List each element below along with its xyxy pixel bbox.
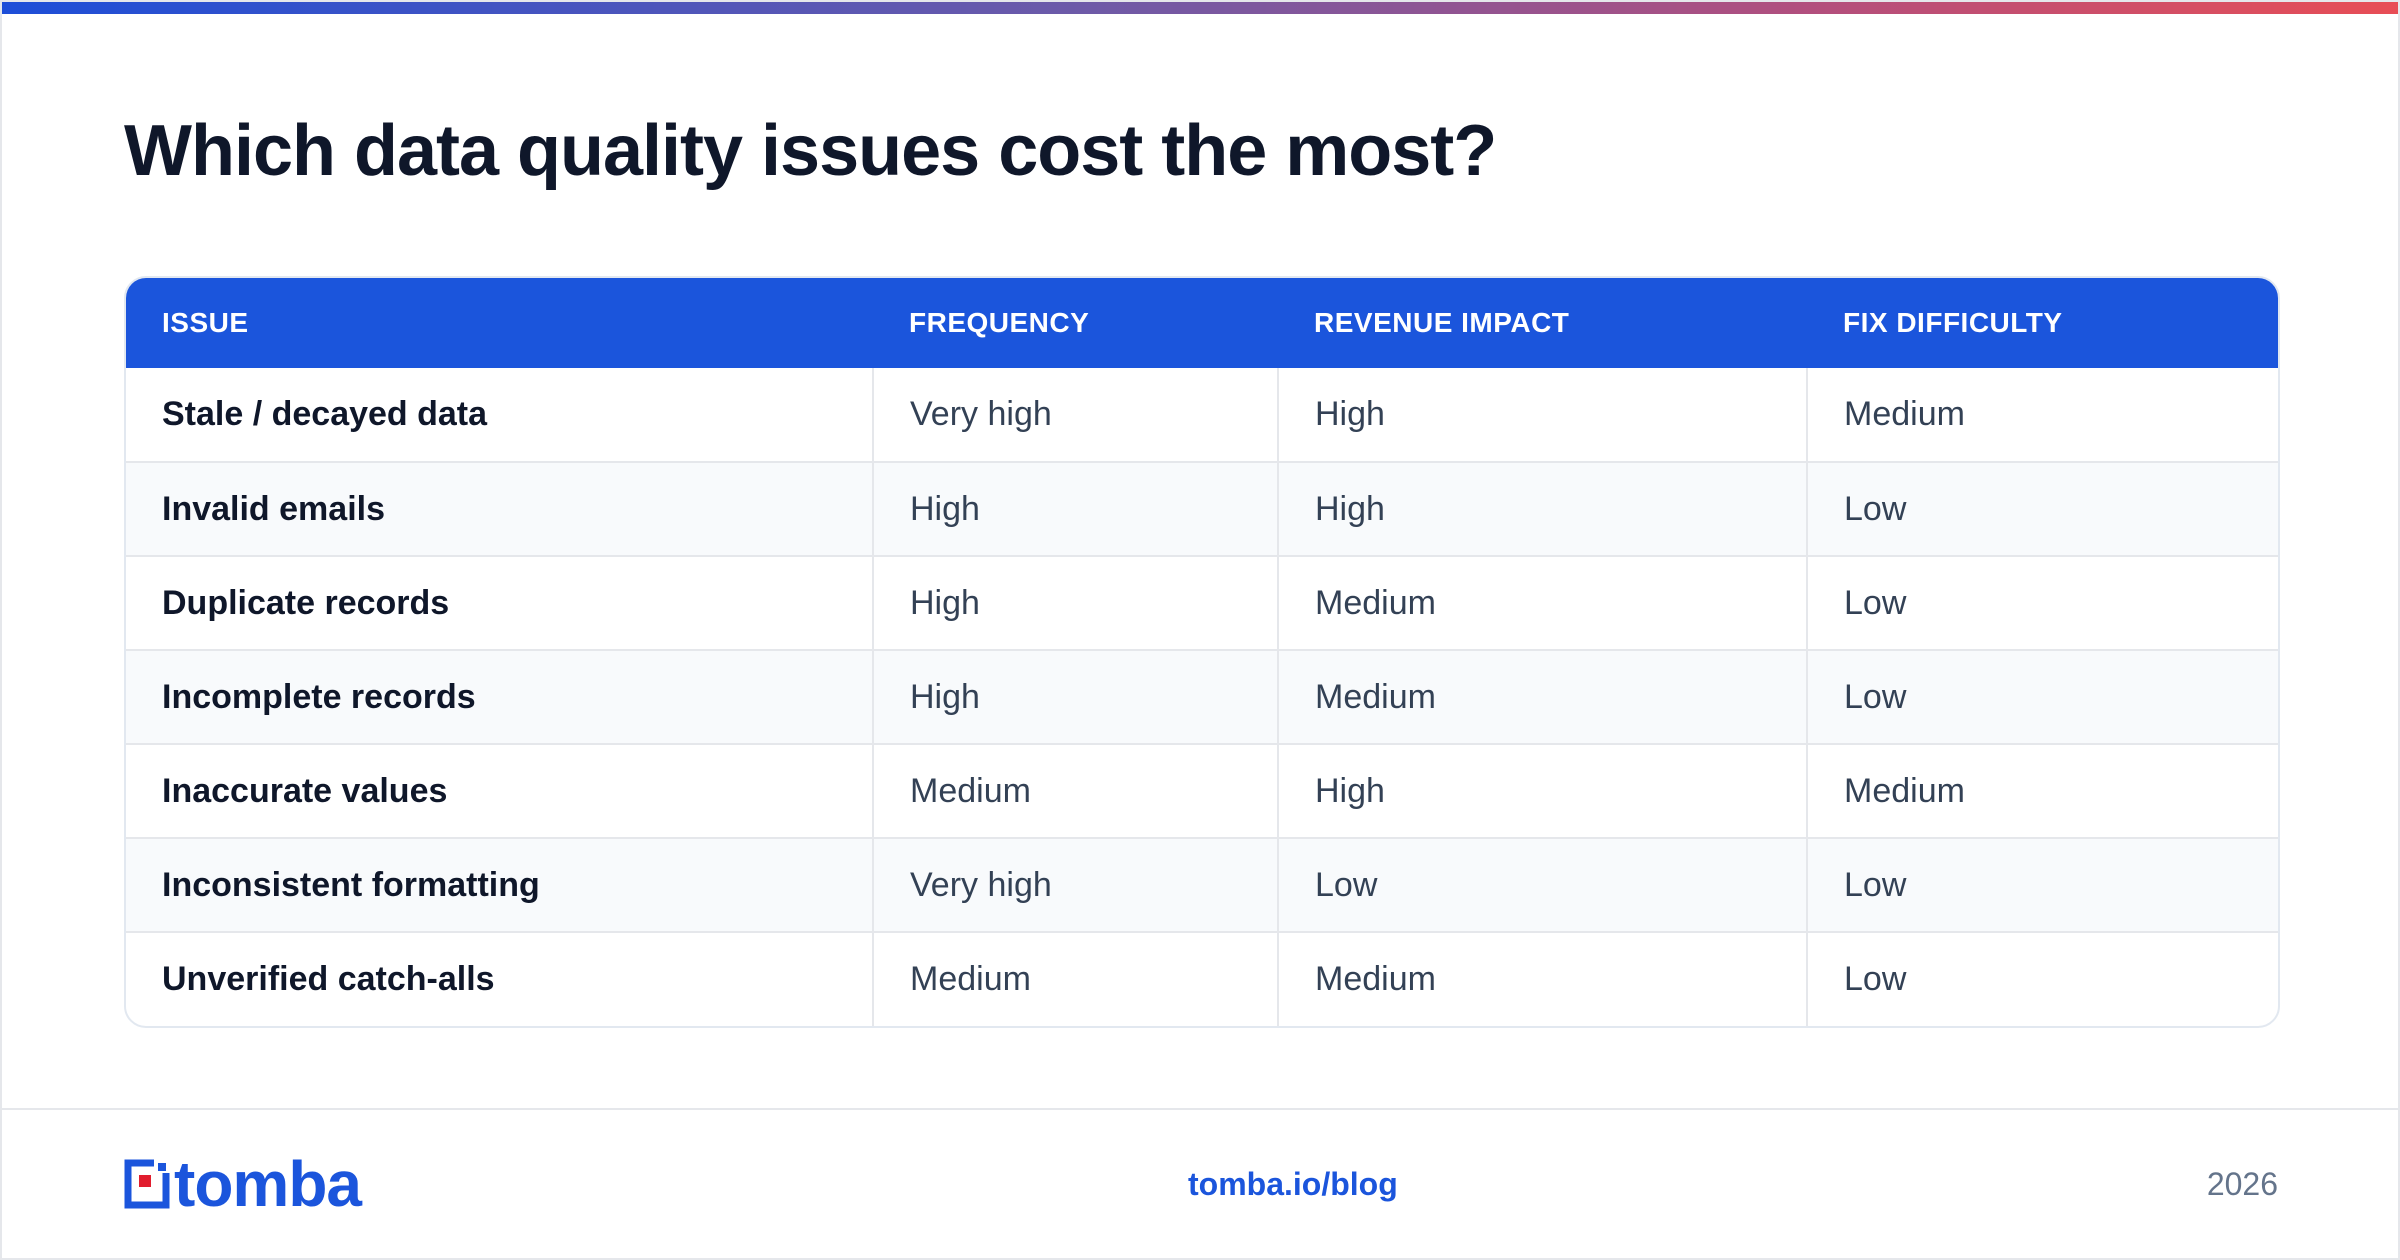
table-body: Stale / decayed data Very high High Medi… xyxy=(126,368,2278,1026)
cell-issue: Unverified catch-alls xyxy=(162,960,495,998)
table-header-row: ISSUE FREQUENCY REVENUE IMPACT FIX DIFFI… xyxy=(126,278,2278,368)
cell-issue: Invalid emails xyxy=(162,489,385,528)
cell-fix-difficulty: Low xyxy=(1806,462,2278,556)
cell-revenue-impact: Low xyxy=(1277,838,1807,932)
top-gradient-bar xyxy=(2,2,2398,14)
header-issue: ISSUE xyxy=(162,307,249,338)
cell-frequency: High xyxy=(872,556,1278,650)
cell-issue: Inaccurate values xyxy=(162,771,448,810)
footer-divider xyxy=(2,1108,2398,1110)
table-row: Incomplete records High Medium Low xyxy=(126,650,2278,744)
cell-revenue-impact: High xyxy=(1277,744,1807,838)
cell-issue: Duplicate records xyxy=(162,583,450,622)
cell-frequency: High xyxy=(872,650,1278,744)
cell-fix-difficulty: Medium xyxy=(1806,368,2278,462)
table-row: Inconsistent formatting Very high Low Lo… xyxy=(126,838,2278,932)
cell-fix-difficulty: Low xyxy=(1806,556,2278,650)
cell-frequency: Medium xyxy=(872,932,1278,1026)
cell-fix-difficulty: Low xyxy=(1806,932,2278,1026)
tomba-logo: tomba xyxy=(124,1148,362,1220)
table-row: Inaccurate values Medium High Medium xyxy=(126,744,2278,838)
cell-frequency: Very high xyxy=(872,368,1278,462)
tomba-logo-icon xyxy=(124,1159,170,1209)
header-fix-difficulty: FIX DIFFICULTY xyxy=(1843,307,2063,338)
cell-frequency: Very high xyxy=(872,838,1278,932)
cell-revenue-impact: High xyxy=(1277,368,1807,462)
cell-fix-difficulty: Low xyxy=(1806,838,2278,932)
page-title: Which data quality issues cost the most? xyxy=(124,111,1497,191)
header-revenue-impact: REVENUE IMPACT xyxy=(1314,307,1570,338)
cell-revenue-impact: Medium xyxy=(1277,556,1807,650)
cell-issue: Incomplete records xyxy=(162,677,476,716)
cell-frequency: Medium xyxy=(872,744,1278,838)
cell-revenue-impact: Medium xyxy=(1277,932,1807,1026)
table-header: ISSUE FREQUENCY REVENUE IMPACT FIX DIFFI… xyxy=(126,278,2278,368)
cell-revenue-impact: Medium xyxy=(1277,650,1807,744)
cell-fix-difficulty: Low xyxy=(1806,650,2278,744)
table-row: Stale / decayed data Very high High Medi… xyxy=(126,368,2278,462)
cell-issue: Stale / decayed data xyxy=(162,395,488,433)
blog-link[interactable]: tomba.io/blog xyxy=(1188,1166,1398,1202)
logo-text: tomba xyxy=(174,1148,362,1220)
table-row: Invalid emails High High Low xyxy=(126,462,2278,556)
cell-issue: Inconsistent formatting xyxy=(162,865,540,904)
table-row: Duplicate records High Medium Low xyxy=(126,556,2278,650)
table-row: Unverified catch-alls Medium Medium Low xyxy=(126,932,2278,1026)
cell-revenue-impact: High xyxy=(1277,462,1807,556)
cell-fix-difficulty: Medium xyxy=(1806,744,2278,838)
cell-frequency: High xyxy=(872,462,1278,556)
header-frequency: FREQUENCY xyxy=(909,307,1090,338)
issues-table-grid: ISSUE FREQUENCY REVENUE IMPACT FIX DIFFI… xyxy=(126,278,2278,1026)
issues-table: ISSUE FREQUENCY REVENUE IMPACT FIX DIFFI… xyxy=(124,276,2280,1028)
footer-year: 2026 xyxy=(2206,1166,2278,1202)
